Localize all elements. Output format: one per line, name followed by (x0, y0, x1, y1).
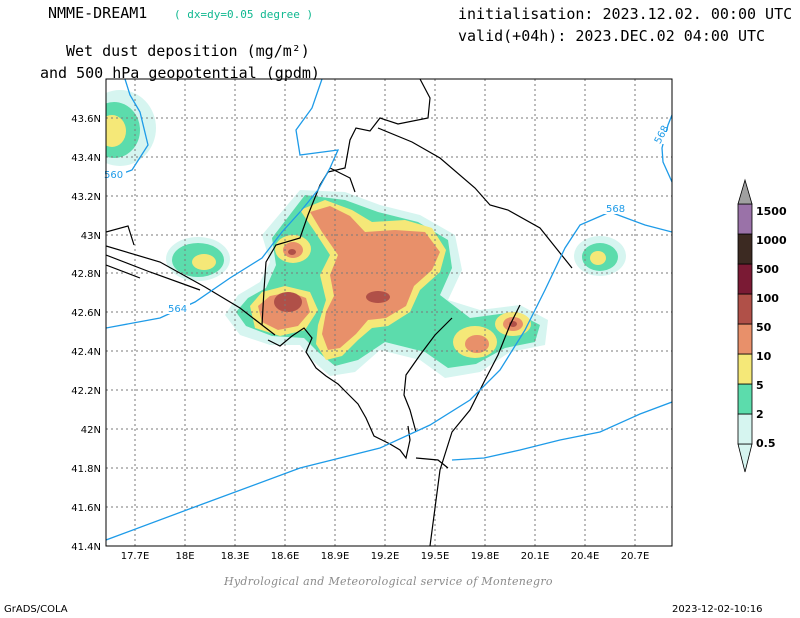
lon-tick-label: 18.6E (271, 551, 300, 562)
render-timestamp: 2023-12-02-10:16 (672, 604, 763, 615)
valid-time: valid(+04h): 2023.DEC.02 04:00 UTC (458, 27, 766, 45)
software-label: GrADS/COLA (4, 604, 68, 615)
contour-label: 564 (168, 304, 187, 315)
legend-label: 1000 (756, 234, 787, 247)
contour-label: 560 (104, 170, 123, 181)
lat-tick-label: 42.8N (71, 269, 101, 280)
lat-tick-label: 43.4N (71, 153, 101, 164)
lat-tick-label: 42N (81, 425, 101, 436)
lon-tick-label: 20.4E (571, 551, 600, 562)
lat-tick-label: 41.6N (71, 503, 101, 514)
lat-tick-label: 42.4N (71, 347, 101, 358)
plot-frame (105, 78, 673, 547)
legend-arrow-low (737, 443, 753, 473)
lon-tick-label: 18E (175, 551, 194, 562)
lon-tick-label: 19.8E (471, 551, 500, 562)
legend-swatch (737, 383, 753, 415)
geopotential-contours (106, 79, 672, 541)
resolution-note: ( dx=dy=0.05 degree ) (174, 8, 314, 21)
lat-tick-label: 41.8N (71, 464, 101, 475)
lon-tick-label: 17.7E (121, 551, 150, 562)
legend-label: 10 (756, 350, 772, 363)
lon-axis: 17.7E 18E 18.3E 18.6E 18.9E 19.2E 19.5E … (121, 551, 650, 562)
contour-label: 568 (606, 204, 625, 215)
legend-colorbar (737, 178, 753, 473)
lon-tick-label: 19.2E (371, 551, 400, 562)
legend-label: 2 (756, 408, 764, 421)
lat-tick-label: 43.2N (71, 192, 101, 203)
legend-swatch (737, 203, 753, 235)
lon-tick-label: 20.7E (621, 551, 650, 562)
legend-label: 50 (756, 321, 772, 334)
legend-labels: 0.5 2 5 10 50 100 500 1000 1500 (756, 205, 787, 450)
legend-swatch (737, 413, 753, 445)
model-name: NMME-DREAM1 (48, 4, 148, 22)
lat-tick-label: 43N (81, 231, 101, 242)
legend-label: 5 (756, 379, 764, 392)
lon-tick-label: 19.5E (421, 551, 450, 562)
plot-title-line2: and 500 hPa geopotential (gpdm) (40, 64, 320, 82)
lon-tick-label: 20.1E (521, 551, 550, 562)
legend-swatch (737, 323, 753, 355)
legend-arrow-high (737, 178, 753, 205)
graticule (106, 79, 672, 546)
lat-tick-label: 43.6N (71, 114, 101, 125)
legend-swatch (737, 293, 753, 325)
country-borders (106, 79, 573, 546)
legend-swatch (737, 233, 753, 265)
legend-label: 1500 (756, 205, 787, 218)
lat-tick-label: 42.6N (71, 308, 101, 319)
initialisation-time: initialisation: 2023.12.02. 00:00 UTC (458, 5, 793, 23)
lon-tick-label: 18.9E (321, 551, 350, 562)
credit-line: Hydrological and Meteorological service … (224, 575, 553, 588)
legend-swatch (737, 353, 753, 385)
legend-label: 100 (756, 292, 779, 305)
lat-tick-label: 41.4N (71, 542, 101, 553)
legend-label: 0.5 (756, 437, 776, 450)
legend-label: 500 (756, 263, 779, 276)
legend-swatch (737, 263, 753, 295)
lon-tick-label: 18.3E (221, 551, 250, 562)
lat-axis: 43.6N 43.4N 43.2N 43N 42.8N 42.6N 42.4N … (71, 114, 101, 553)
lat-tick-label: 42.2N (71, 386, 101, 397)
plot-title-line1: Wet dust deposition (mg/m²) (66, 42, 310, 60)
